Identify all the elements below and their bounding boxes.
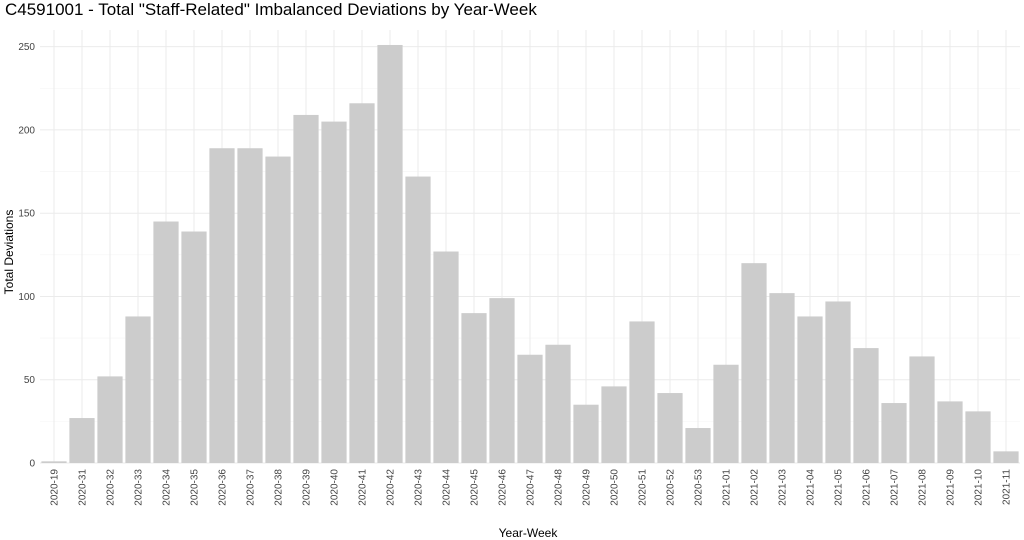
bar-2020-33: [125, 316, 151, 463]
x-tick-label: 2021-11: [1002, 469, 1013, 505]
y-tick-label: 250: [18, 42, 35, 53]
bar-2020-48: [545, 344, 571, 463]
x-tick-label: 2020-31: [78, 469, 89, 506]
bars: [41, 44, 1019, 464]
x-tick-label: 2020-43: [414, 469, 425, 506]
x-tick-label: 2020-48: [554, 469, 565, 506]
bar-2020-40: [321, 121, 347, 463]
x-tick-label: 2021-03: [778, 469, 789, 506]
bar-2020-45: [461, 313, 487, 463]
bar-2020-44: [433, 251, 459, 463]
x-tick-label: 2020-39: [302, 469, 313, 506]
x-tick-label: 2021-02: [750, 469, 761, 506]
bar-2020-51: [629, 321, 655, 463]
bar-2020-46: [489, 298, 515, 463]
x-tick-label: 2020-53: [694, 469, 705, 506]
x-tick-label: 2020-34: [162, 469, 173, 506]
x-tick-label: 2021-08: [918, 469, 929, 506]
bar-2021-01: [713, 364, 739, 463]
bar-2021-09: [937, 401, 963, 463]
y-tick-label: 50: [24, 375, 36, 386]
y-tick-label: 0: [29, 459, 35, 470]
bar-2021-05: [825, 301, 851, 463]
bar-2020-37: [237, 148, 263, 463]
x-tick-label: 2021-04: [806, 469, 817, 506]
x-tick-label: 2020-52: [666, 469, 677, 506]
x-tick-label: 2020-40: [330, 469, 341, 506]
x-tick-label: 2020-46: [498, 469, 509, 506]
x-tick-label: 2020-45: [470, 469, 481, 506]
x-tick-label: 2021-07: [890, 469, 901, 506]
x-tick-label: 2020-35: [190, 469, 201, 506]
bar-2020-35: [181, 231, 207, 463]
bar-2020-53: [685, 428, 711, 463]
x-tick-label: 2021-09: [946, 469, 957, 506]
x-tick-label: 2021-06: [862, 469, 873, 506]
x-tick-label: 2020-32: [106, 469, 117, 506]
x-tick-label: 2020-36: [218, 469, 229, 506]
bar-2020-43: [405, 176, 431, 464]
bar-2020-38: [265, 156, 291, 464]
x-tick-label: 2020-47: [526, 469, 537, 506]
y-tick-label: 200: [18, 125, 35, 136]
bar-2021-07: [881, 403, 907, 463]
bar-2020-41: [349, 103, 375, 464]
bar-2021-06: [853, 348, 879, 463]
bar-2020-36: [209, 148, 235, 463]
x-tick-label: 2021-05: [834, 469, 845, 506]
x-tick-label: 2020-50: [610, 469, 621, 506]
y-axis-ticks: 0 50 100 150 200 250: [18, 42, 35, 469]
bar-2021-08: [909, 356, 935, 463]
bar-2020-52: [657, 393, 683, 463]
bar-2020-42: [377, 44, 403, 463]
x-tick-label: 2020-51: [638, 469, 649, 506]
bar-2020-32: [97, 376, 123, 463]
x-tick-label: 2020-41: [358, 469, 369, 506]
y-tick-label: 150: [18, 209, 35, 220]
bar-2020-19: [41, 461, 67, 463]
bar-2020-39: [293, 114, 319, 463]
x-tick-label: 2021-01: [722, 469, 733, 506]
bar-2020-50: [601, 386, 627, 463]
x-axis-title: Year-Week: [499, 526, 559, 540]
x-tick-label: 2020-42: [386, 469, 397, 506]
bar-2021-03: [769, 293, 795, 463]
bar-2020-49: [573, 404, 599, 463]
x-tick-label: 2021-10: [974, 469, 985, 506]
bar-2021-11: [993, 451, 1019, 463]
x-tick-label: 2020-33: [134, 469, 145, 506]
x-tick-label: 2020-44: [442, 469, 453, 506]
bar-2021-02: [741, 263, 767, 463]
bar-2021-04: [797, 316, 823, 463]
x-tick-label: 2020-38: [274, 469, 285, 506]
chart-title: C4591001 - Total "Staff-Related" Imbalan…: [5, 0, 537, 19]
bar-2021-10: [965, 411, 991, 463]
x-tick-label: 2020-37: [246, 469, 257, 506]
x-tick-label: 2020-19: [50, 469, 61, 506]
x-axis-ticks: 2020-19 2020-31 2020-32 2020-33 2020-34 2020-…: [50, 469, 1013, 506]
bar-2020-34: [153, 221, 179, 463]
x-tick-label: 2020-49: [582, 469, 593, 506]
bar-2020-47: [517, 354, 543, 463]
y-axis-title: Total Deviations: [2, 210, 16, 295]
bar-2020-31: [69, 418, 95, 463]
y-tick-label: 100: [18, 292, 35, 303]
